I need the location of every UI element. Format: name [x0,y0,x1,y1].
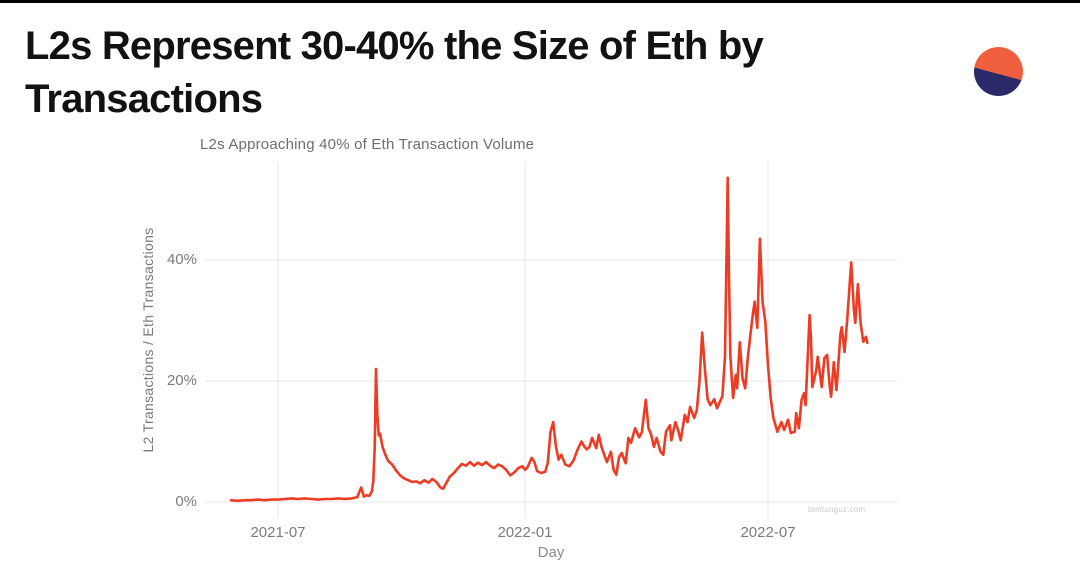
y-tick-label: 0% [175,493,197,510]
x-tick-label: 2022-07 [740,524,796,541]
series-line [229,176,869,503]
x-axis-title: Day [537,544,565,561]
y-tick-label: 20% [166,372,197,389]
top-border-bar [0,0,1080,3]
chart-title: L2s Approaching 40% of Eth Transaction V… [200,136,535,153]
x-tick-label: 2022-01 [497,524,553,541]
page-title: L2s Represent 30-40% the Size of Eth by … [25,20,945,126]
page-title-line2: Transactions [25,77,263,121]
brand-logo-icon [974,47,1023,96]
watermark: tomtunguz.com [808,505,866,514]
y-tick-label: 40% [166,251,197,268]
chart-canvas [205,162,897,518]
x-tick-label: 2021-07 [250,524,306,541]
page-title-line1: L2s Represent 30-40% the Size of Eth by [25,24,764,68]
